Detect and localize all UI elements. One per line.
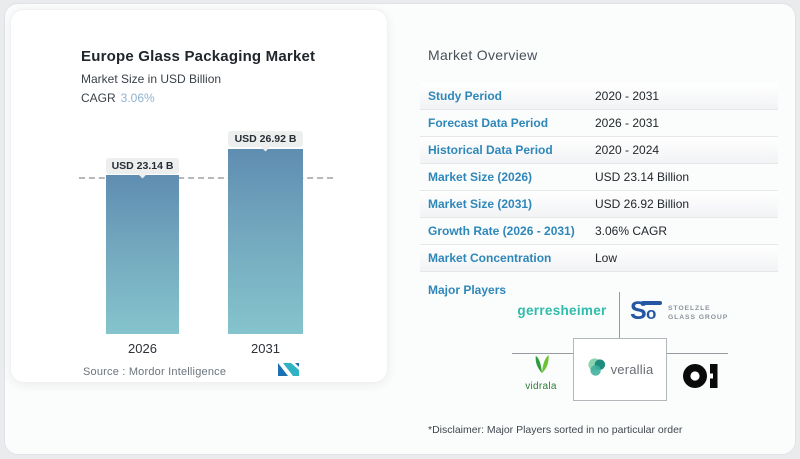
vidrala-logo: vidrala	[518, 354, 564, 392]
stoelzle-logo: S o STOELZLE GLASS GROUP	[630, 297, 728, 328]
overview-heading: Market Overview	[428, 47, 538, 63]
gerresheimer-logo: gerresheimer	[517, 303, 607, 318]
stoelzle-line1: STOELZLE	[668, 304, 711, 312]
row-value: 2020 - 2031	[595, 89, 660, 103]
bar-2031	[228, 149, 303, 334]
row-label: Forecast Data Period	[428, 116, 549, 130]
verallia-logo-box: verallia	[573, 338, 667, 401]
table-row: Growth Rate (2026 - 2031) 3.06% CAGR	[420, 218, 778, 245]
cagr-label: CAGR	[81, 91, 116, 105]
overview-table: Study Period 2020 - 2031 Forecast Data P…	[420, 83, 778, 272]
cagr-value: 3.06%	[120, 91, 155, 105]
svg-text:S: S	[630, 297, 647, 323]
axis-label-2031: 2031	[251, 341, 280, 356]
mordor-intelligence-logo-icon	[278, 362, 299, 381]
row-value: Low	[595, 251, 618, 265]
row-label: Market Concentration	[428, 251, 552, 265]
bar-value-pill-2031: USD 26.92 B	[228, 131, 303, 147]
row-value: 2026 - 2031	[595, 116, 660, 130]
row-label: Market Size (2026)	[428, 170, 533, 184]
row-label: Study Period	[428, 89, 503, 103]
bar-value-pill-2026: USD 23.14 B	[106, 158, 179, 174]
row-value: 2020 - 2024	[595, 143, 660, 157]
disclaimer-text: *Disclaimer: Major Players sorted in no …	[428, 424, 683, 436]
verallia-circles-icon	[587, 357, 608, 383]
cagr-line: CAGR 3.06%	[81, 91, 155, 105]
row-label: Growth Rate (2026 - 2031)	[428, 224, 575, 238]
row-value: USD 23.14 Billion	[595, 170, 690, 184]
chart-title: Europe Glass Packaging Market	[81, 48, 316, 65]
vidrala-wordmark: vidrala	[525, 381, 557, 392]
reference-dashed-line	[79, 177, 333, 179]
major-players-label: Major Players	[428, 283, 507, 297]
table-row: Market Size (2026) USD 23.14 Billion	[420, 164, 778, 191]
table-row: Market Concentration Low	[420, 245, 778, 272]
table-row: Study Period 2020 - 2031	[420, 83, 778, 110]
chart-card: Europe Glass Packaging Market Market Siz…	[10, 9, 388, 383]
stoelzle-monogram-icon: S o	[630, 297, 663, 328]
verallia-wordmark: verallia	[610, 362, 654, 377]
row-value: USD 26.92 Billion	[595, 197, 690, 211]
vidrala-v-icon	[531, 354, 552, 379]
row-value: 3.06% CAGR	[595, 224, 668, 238]
stoelzle-wordmark: STOELZLE GLASS GROUP	[668, 304, 728, 322]
stoelzle-line2: GLASS GROUP	[668, 313, 729, 321]
svg-text:o: o	[646, 304, 656, 323]
table-row: Forecast Data Period 2026 - 2031	[420, 110, 778, 137]
chart-subtitle: Market Size in USD Billion	[81, 72, 222, 86]
oi-logo	[682, 361, 719, 396]
row-label: Historical Data Period	[428, 143, 553, 157]
row-label: Market Size (2031)	[428, 197, 533, 211]
axis-label-2026: 2026	[128, 341, 157, 356]
source-attribution: Source : Mordor Intelligence	[83, 366, 227, 378]
table-row: Historical Data Period 2020 - 2024	[420, 137, 778, 164]
bar-2026	[106, 175, 179, 334]
players-connector-vertical	[619, 292, 620, 338]
table-row: Market Size (2031) USD 26.92 Billion	[420, 191, 778, 218]
